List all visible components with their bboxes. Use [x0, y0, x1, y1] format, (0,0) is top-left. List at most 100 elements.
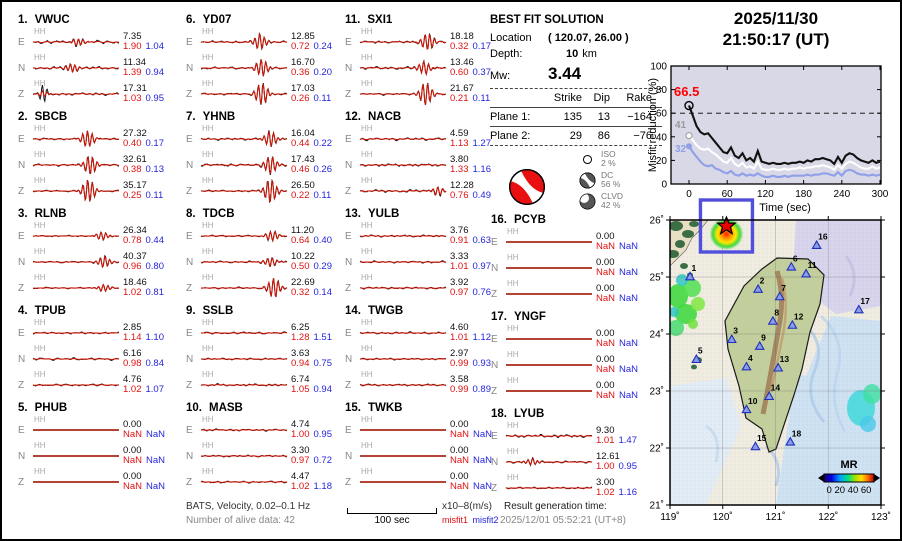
waveform-column-3: 11. SXI1 E HH 18.18 0.32 0.17 N HH 13.46 0.60 0.37 Z… [345, 14, 497, 499]
synthetic-trace [359, 186, 447, 196]
component-row-pcyb-e: E HH 0.00 NaN NaN [491, 228, 643, 255]
station-title: 3. RLNB [18, 208, 67, 220]
misfit1-value: 1.02 [123, 384, 142, 395]
marker-best [684, 100, 694, 111]
trace-values: 4.47 1.02 1.18 [291, 471, 332, 493]
waveform-trace: HH [32, 345, 120, 371]
misfit1-value: 1.14 [123, 332, 142, 343]
amplitude-value: 3.33 [450, 250, 469, 262]
misfit1-value: 0.21 [450, 93, 469, 104]
component-letter: Z [18, 476, 25, 488]
misfit1-value: 1.05 [291, 384, 310, 395]
station-panel-lyub: 18. LYUB E HH 9.30 1.01 1.47 N HH 12.61 1.00 0.95 Z H… [491, 408, 643, 505]
misfit2-value: 0.95 [618, 461, 638, 472]
epicenter-star [716, 215, 737, 235]
amplitude-value: 22.69 [291, 276, 315, 288]
component-letter: E [18, 424, 25, 436]
channel-label: HH [361, 247, 373, 256]
station-panel-yngf: 17. YNGF E HH 0.00 NaN NaN N HH 0.00 NaN NaN Z HH 0.00… [491, 311, 643, 408]
synthetic-trace [360, 33, 447, 50]
amplitude-value: 4.76 [123, 373, 142, 385]
channel-label: HH [34, 150, 46, 159]
map-station-label-8: 8 [774, 307, 779, 317]
component-letter: N [18, 256, 26, 268]
channel-label: HH [202, 124, 214, 133]
channel-label: HH [507, 279, 519, 288]
waveform-trace: HH [359, 222, 447, 248]
misfit2-value: 0.22 [313, 138, 333, 149]
amplitude-value: 13.46 [450, 56, 474, 68]
amplitude-value: 18.18 [450, 30, 474, 42]
amplitude-value: 18.46 [123, 276, 147, 288]
station-panel-sbcb: 2. SBCB E HH 27.32 0.40 0.17 N HH 32.61 0.38 0.13 Z H… [18, 111, 170, 208]
depth-value: 10 [566, 48, 579, 60]
channel-label: HH [202, 176, 214, 185]
misfit2-value: 1.27 [472, 138, 492, 149]
trace-values: 0.00 NaN NaN [123, 445, 165, 467]
component-letter: N [18, 353, 26, 365]
misfit2-value: NaN [146, 481, 166, 492]
map-station-11 [800, 268, 812, 278]
amplitude-value: 3.00 [596, 476, 615, 488]
result-time-value: 2025/12/01 05:52:21 (UT+8) [500, 515, 626, 526]
component-row-masb-n: N HH 3.30 0.97 0.72 [186, 442, 338, 469]
svg-text:300: 300 [872, 189, 889, 200]
amplitude-value: 12.28 [450, 179, 474, 191]
channel-label: HH [361, 318, 373, 327]
synthetic-trace [32, 89, 120, 98]
synthetic-trace [360, 261, 447, 263]
component-row-pcyb-n: N HH 0.00 NaN NaN [491, 254, 643, 281]
misfit1-value: 0.72 [291, 41, 310, 52]
misfit1-value: 0.97 [291, 455, 310, 466]
amplitude-value: 3.80 [450, 153, 469, 165]
component-letter: N [18, 62, 26, 74]
channel-label: HH [34, 370, 46, 379]
amplitude-value: 0.00 [123, 470, 142, 482]
component-row-sxi1-e: E HH 18.18 0.32 0.17 [345, 28, 497, 55]
component-row-yhnb-n: N HH 17.43 0.46 0.26 [186, 150, 338, 178]
waveform-trace: HH [505, 377, 593, 403]
synthetic-trace [200, 383, 288, 386]
misfit2-value: 0.94 [313, 384, 333, 395]
station-title: 8. TDCB [186, 208, 235, 220]
component-row-twkb-n: N HH 0.00 NaN NaN [345, 442, 497, 469]
amplitude-value: 4.74 [291, 418, 310, 430]
component-row-masb-e: E HH 4.74 1.00 0.95 [186, 416, 338, 443]
trace-values: 10.22 0.50 0.29 [291, 251, 332, 273]
component-row-yulb-z: Z HH 3.92 0.97 0.76 [345, 274, 497, 301]
trace-values: 16.04 0.44 0.22 [291, 128, 333, 150]
synthetic-trace [200, 83, 288, 105]
channel-label: HH [507, 473, 519, 482]
station-title: 18. LYUB [491, 408, 545, 420]
misfit2-value: 0.63 [472, 235, 492, 246]
amplitude-value: 3.63 [291, 347, 310, 359]
lon-tick: 119˚ [660, 511, 679, 523]
map-station-16 [811, 239, 822, 249]
waveform-trace: HH [200, 371, 288, 397]
station-panel-rlnb: 3. RLNB E HH 26.34 0.78 0.44 N HH 40.37 0.96 0.80 Z H… [18, 208, 170, 305]
trace-values: 0.00 NaN NaN [596, 380, 638, 402]
misfit1-value: 0.96 [123, 261, 142, 272]
component-letter: Z [491, 482, 498, 494]
amplitude-value: 0.00 [450, 470, 469, 482]
channel-label: HH [34, 53, 46, 62]
station-panel-yd07: 6. YD07 E HH 12.85 0.72 0.24 N HH 16.70 0.36 0.20 Z H… [186, 14, 338, 111]
misfit2-value: NaN [619, 267, 639, 278]
trace-values: 6.25 1.28 1.51 [291, 322, 332, 344]
waveform-trace: HH [505, 422, 593, 448]
component-letter: N [18, 450, 26, 462]
component-row-sbcb-n: N HH 32.61 0.38 0.13 [18, 150, 170, 178]
location-label: Location [490, 32, 532, 44]
station-title: 2. SBCB [18, 111, 68, 123]
map-station-9 [754, 340, 765, 350]
misfit1-value: 0.32 [450, 41, 469, 52]
component-letter: Z [186, 88, 193, 100]
synthetic-trace [201, 179, 288, 203]
waveform-trace: HH [200, 274, 288, 300]
component-row-vwuc-n: N HH 11.34 1.39 0.94 [18, 53, 170, 81]
misfit2-value: 0.20 [313, 67, 333, 78]
amplitude-value: 0.00 [596, 327, 615, 339]
misfit1-value: 0.40 [123, 138, 142, 149]
channel-label: HH [202, 150, 214, 159]
series-misfit-best [688, 105, 881, 166]
